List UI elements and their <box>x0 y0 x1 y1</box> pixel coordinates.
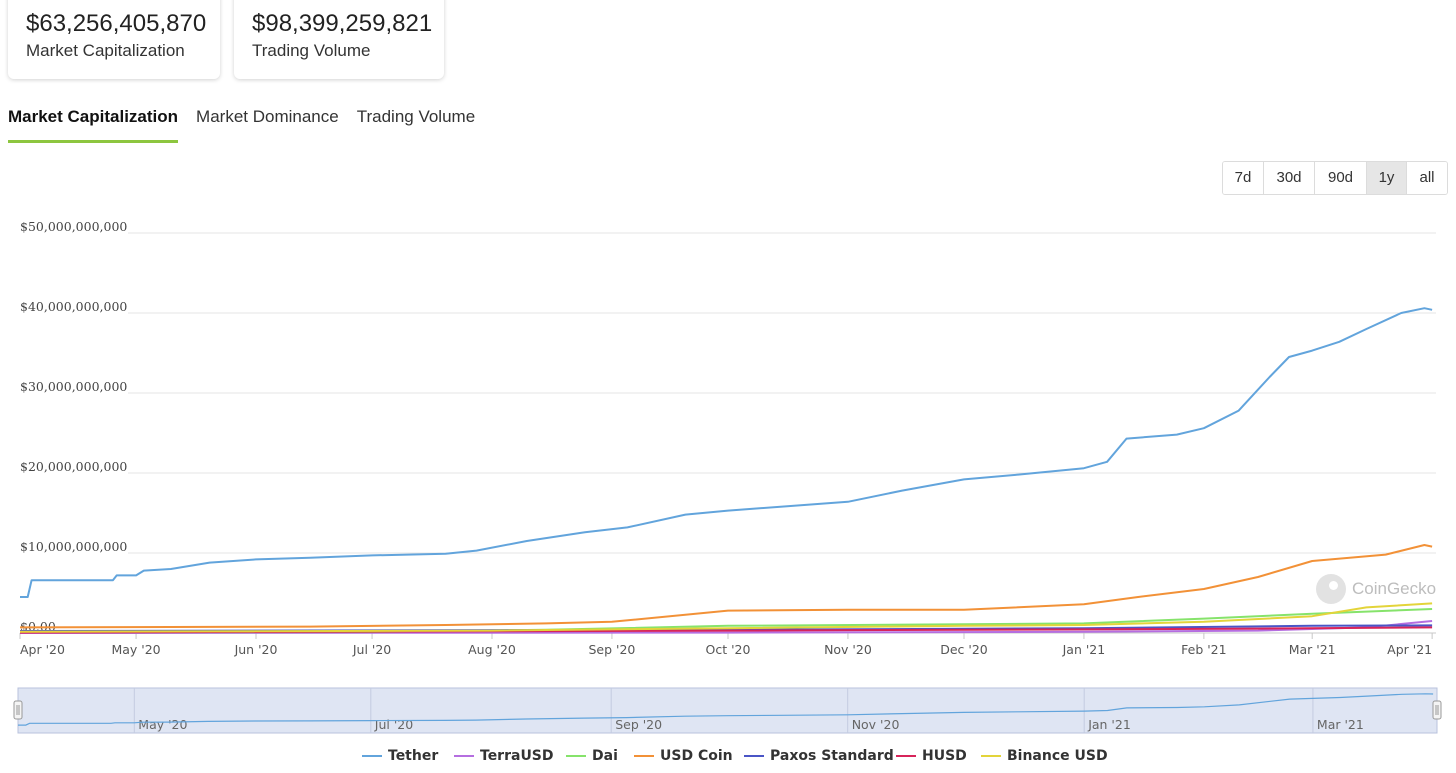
tab-trading-volume[interactable]: Trading Volume <box>356 107 476 126</box>
navigator-tick-label: Sep '20 <box>615 717 662 732</box>
tab-market-capitalization[interactable]: Market Capitalization <box>8 107 179 143</box>
x-tick-label: Oct '20 <box>706 642 751 657</box>
legend-item-dai[interactable]: Dai <box>566 748 618 764</box>
legend-label: HUSD <box>922 748 967 764</box>
x-tick-label: Mar '21 <box>1289 642 1336 657</box>
x-tick-label: Jul '20 <box>352 642 391 657</box>
legend-label: Binance USD <box>1007 748 1108 764</box>
navigator-tick-label: Jan '21 <box>1087 717 1131 732</box>
y-tick-label: $20,000,000,000 <box>20 459 127 474</box>
legend-swatch <box>744 755 764 757</box>
legend-item-usd-coin[interactable]: USD Coin <box>634 748 733 764</box>
series-line-usd-coin <box>19 544 1433 629</box>
legend-label: Dai <box>592 748 618 764</box>
y-axis-labels: $0.00$10,000,000,000$20,000,000,000$30,0… <box>20 219 127 634</box>
navigator-left-handle[interactable] <box>13 700 23 720</box>
legend-item-paxos-standard[interactable]: Paxos Standard <box>744 748 894 764</box>
legend-swatch <box>566 755 586 757</box>
navigator-right-handle[interactable] <box>1432 700 1442 720</box>
legend-swatch <box>981 755 1001 757</box>
legend-item-binance-usd[interactable]: Binance USD <box>981 748 1108 764</box>
x-tick-label: Apr '20 <box>20 642 65 657</box>
legend-label: USD Coin <box>660 748 733 764</box>
range-30d-button[interactable]: 30d <box>1264 162 1315 194</box>
series-line-tether <box>20 307 1433 598</box>
legend-label: Paxos Standard <box>770 748 894 764</box>
gecko-logo-icon <box>1316 574 1346 604</box>
chart-legend: Tether TerraUSD Dai USD Coin Paxos Standard H… <box>0 748 1456 770</box>
x-tick-label: Feb '21 <box>1181 642 1226 657</box>
legend-swatch <box>362 755 382 757</box>
navigator-tick-label: Mar '21 <box>1317 717 1364 732</box>
x-tick-label: Dec '20 <box>940 642 988 657</box>
legend-label: Tether <box>388 748 439 764</box>
x-tick-label: Sep '20 <box>588 642 635 657</box>
legend-label: TerraUSD <box>480 748 554 764</box>
y-tick-label: $50,000,000,000 <box>20 219 127 234</box>
coingecko-watermark: CoinGecko <box>1316 574 1436 604</box>
x-tick-label: Jun '20 <box>234 642 278 657</box>
navigator-tick-label: Nov '20 <box>852 717 900 732</box>
range-7d-button[interactable]: 7d <box>1223 162 1264 194</box>
range-all-button[interactable]: all <box>1407 162 1447 194</box>
x-tick-label: Jan '21 <box>1062 642 1106 657</box>
legend-item-terrausd[interactable]: TerraUSD <box>454 748 554 764</box>
tab-market-dominance[interactable]: Market Dominance <box>196 107 339 126</box>
legend-item-husd[interactable]: HUSD <box>896 748 967 764</box>
chart-tabs: Market Capitalization Market Dominance T… <box>8 107 493 143</box>
navigator-tick-label: Jul '20 <box>374 717 413 732</box>
range-selector: 7d 30d 90d 1y all <box>1222 161 1448 195</box>
legend-swatch <box>454 755 474 757</box>
market-cap-label: Market Capitalization <box>26 41 185 60</box>
y-tick-label: $10,000,000,000 <box>20 539 127 554</box>
legend-item-tether[interactable]: Tether <box>362 748 438 764</box>
y-tick-label: $40,000,000,000 <box>20 299 127 314</box>
y-tick-label: $30,000,000,000 <box>20 379 127 394</box>
navigator-tick-label: May '20 <box>138 717 187 732</box>
navigator-selected-area[interactable] <box>17 687 1438 734</box>
legend-swatch <box>896 755 916 757</box>
range-navigator[interactable]: May '20 Jul '20 Sep '20 Nov '20 Jan '21 Mar '… <box>13 687 1442 734</box>
trading-volume-value: $98,399,259,821 <box>252 10 433 37</box>
x-tick-label: Aug '20 <box>468 642 516 657</box>
series-lines <box>19 307 1433 634</box>
x-tick-label: May '20 <box>111 642 160 657</box>
trading-volume-card: $98,399,259,821 Trading Volume <box>234 0 444 79</box>
legend-swatch <box>634 755 654 757</box>
range-1y-button[interactable]: 1y <box>1367 162 1407 194</box>
series-line-binance-usd <box>19 602 1433 633</box>
x-tick-label: Nov '20 <box>824 642 872 657</box>
grid-lines <box>128 232 1436 554</box>
navigator-series-line <box>18 693 1434 726</box>
market-cap-card: $63,256,405,870 Market Capitalization <box>8 0 220 79</box>
watermark-text: CoinGecko <box>1352 579 1437 598</box>
x-tick-label: Apr '21 <box>1387 642 1432 657</box>
x-axis: Apr '20 May '20 Jun '20 Jul '20 Aug '20 Sep '… <box>19 632 1436 657</box>
trading-volume-label: Trading Volume <box>252 41 371 60</box>
range-90d-button[interactable]: 90d <box>1315 162 1367 194</box>
market-cap-value: $63,256,405,870 <box>26 10 207 37</box>
